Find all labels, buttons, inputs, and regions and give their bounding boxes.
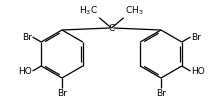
Text: Br: Br bbox=[156, 89, 166, 98]
Text: Br: Br bbox=[191, 32, 201, 42]
Text: HO: HO bbox=[18, 67, 32, 75]
Text: H$_3$C: H$_3$C bbox=[79, 4, 98, 17]
Text: C: C bbox=[108, 24, 115, 32]
Text: CH$_3$: CH$_3$ bbox=[125, 4, 143, 17]
Text: HO: HO bbox=[191, 67, 205, 75]
Text: Br: Br bbox=[57, 89, 67, 98]
Text: Br: Br bbox=[22, 32, 32, 42]
